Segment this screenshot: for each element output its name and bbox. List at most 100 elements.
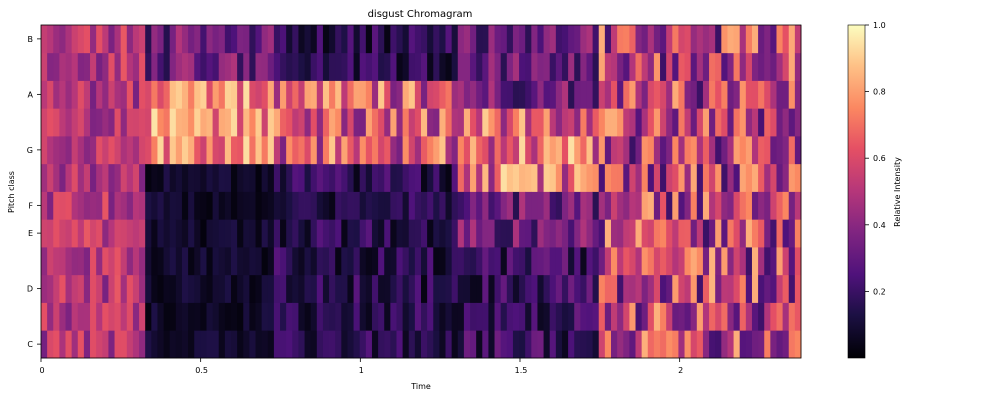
heatmap-cell bbox=[623, 274, 630, 303]
heatmap-cell bbox=[721, 136, 728, 165]
heatmap-cell bbox=[439, 302, 446, 331]
heatmap-cell bbox=[71, 136, 79, 165]
heatmap-cell bbox=[470, 136, 477, 165]
heatmap-cell bbox=[414, 191, 422, 220]
heatmap-cell bbox=[678, 247, 685, 276]
heatmap-cell bbox=[237, 219, 244, 248]
heatmap-cell bbox=[525, 302, 532, 331]
heatmap-cell bbox=[188, 191, 195, 220]
heatmap-cell bbox=[298, 247, 305, 276]
heatmap-cell bbox=[114, 247, 122, 276]
heatmap-cell bbox=[653, 247, 661, 276]
heatmap-cell bbox=[709, 80, 716, 109]
heatmap-cell bbox=[402, 52, 410, 81]
heatmap-cell bbox=[145, 25, 152, 54]
heatmap-cell bbox=[758, 163, 765, 192]
heatmap-cell bbox=[286, 274, 293, 303]
heatmap-cell bbox=[335, 136, 342, 165]
heatmap-cell bbox=[512, 25, 520, 54]
heatmap-cell bbox=[188, 80, 195, 109]
heatmap-cell bbox=[733, 163, 741, 192]
heatmap-cell bbox=[641, 191, 649, 220]
heatmap-cell bbox=[421, 330, 428, 359]
heatmap-cell bbox=[286, 108, 293, 137]
heatmap-cell bbox=[304, 80, 312, 109]
heatmap-cell bbox=[666, 25, 673, 54]
heatmap-cell bbox=[286, 219, 293, 248]
heatmap-cell bbox=[341, 219, 348, 248]
heatmap-cell bbox=[120, 219, 128, 248]
heatmap-cell bbox=[641, 302, 649, 331]
heatmap-cell bbox=[132, 302, 140, 331]
heatmap-cell bbox=[598, 52, 606, 81]
heatmap-cell bbox=[702, 163, 710, 192]
heatmap-cell bbox=[96, 219, 103, 248]
heatmap-cell bbox=[519, 136, 526, 165]
heatmap-cell bbox=[451, 330, 459, 359]
heatmap-cell bbox=[604, 80, 612, 109]
heatmap-cell bbox=[660, 330, 667, 359]
heatmap-cell bbox=[188, 302, 195, 331]
heatmap-cell bbox=[427, 302, 434, 331]
heatmap-cell bbox=[549, 163, 557, 192]
heatmap-cell bbox=[457, 25, 465, 54]
heatmap-cell bbox=[120, 274, 128, 303]
heatmap-cell bbox=[488, 25, 495, 54]
heatmap-cell bbox=[249, 136, 256, 165]
heatmap-cell bbox=[611, 52, 618, 81]
heatmap-cell bbox=[525, 219, 532, 248]
heatmap-cell bbox=[237, 302, 244, 331]
heatmap-cell bbox=[286, 330, 293, 359]
heatmap-cell bbox=[770, 80, 777, 109]
heatmap-cell bbox=[788, 52, 796, 81]
heatmap-cell bbox=[96, 52, 103, 81]
heatmap-cell bbox=[770, 191, 777, 220]
heatmap-cell bbox=[371, 25, 379, 54]
heatmap-cell bbox=[378, 330, 385, 359]
heatmap-cell bbox=[702, 302, 710, 331]
heatmap-cell bbox=[298, 163, 305, 192]
heatmap-cell bbox=[102, 191, 109, 220]
heatmap-cell bbox=[525, 274, 532, 303]
heatmap-cell bbox=[53, 191, 60, 220]
heatmap-cell bbox=[641, 108, 649, 137]
heatmap-cell bbox=[617, 330, 624, 359]
heatmap-cell bbox=[77, 136, 85, 165]
heatmap-cell bbox=[83, 274, 91, 303]
heatmap-cell bbox=[758, 108, 765, 137]
heatmap-cell bbox=[200, 52, 207, 81]
heatmap-cell bbox=[132, 330, 140, 359]
heatmap-cell bbox=[537, 219, 544, 248]
heatmap-cell bbox=[231, 330, 238, 359]
heatmap-cell bbox=[292, 191, 299, 220]
heatmap-cell bbox=[721, 247, 728, 276]
heatmap-cell bbox=[298, 330, 305, 359]
heatmap-cell bbox=[629, 80, 636, 109]
heatmap-cell bbox=[231, 191, 238, 220]
heatmap-cell bbox=[347, 219, 354, 248]
heatmap-cell bbox=[102, 163, 109, 192]
heatmap-cell bbox=[715, 330, 722, 359]
heatmap-cell bbox=[427, 136, 434, 165]
heatmap-cell bbox=[678, 302, 685, 331]
heatmap-cell bbox=[660, 108, 667, 137]
heatmap-cell bbox=[635, 136, 643, 165]
heatmap-cell bbox=[316, 25, 324, 54]
heatmap-cell bbox=[463, 163, 471, 192]
heatmap-cell bbox=[488, 52, 495, 81]
heatmap-cell bbox=[371, 80, 379, 109]
heatmap-cell bbox=[261, 80, 269, 109]
heatmap-cell bbox=[200, 80, 207, 109]
heatmap-cell bbox=[396, 302, 404, 331]
heatmap-cell bbox=[77, 80, 85, 109]
heatmap-cell bbox=[255, 163, 263, 192]
heatmap-cell bbox=[696, 25, 704, 54]
heatmap-cell bbox=[108, 219, 115, 248]
heatmap-cell bbox=[463, 219, 471, 248]
heatmap-cell bbox=[500, 25, 508, 54]
heatmap-cell bbox=[457, 80, 465, 109]
heatmap-cell bbox=[335, 163, 342, 192]
heatmap-cell bbox=[525, 136, 532, 165]
heatmap-cell bbox=[384, 302, 391, 331]
heatmap-cell bbox=[568, 52, 575, 81]
